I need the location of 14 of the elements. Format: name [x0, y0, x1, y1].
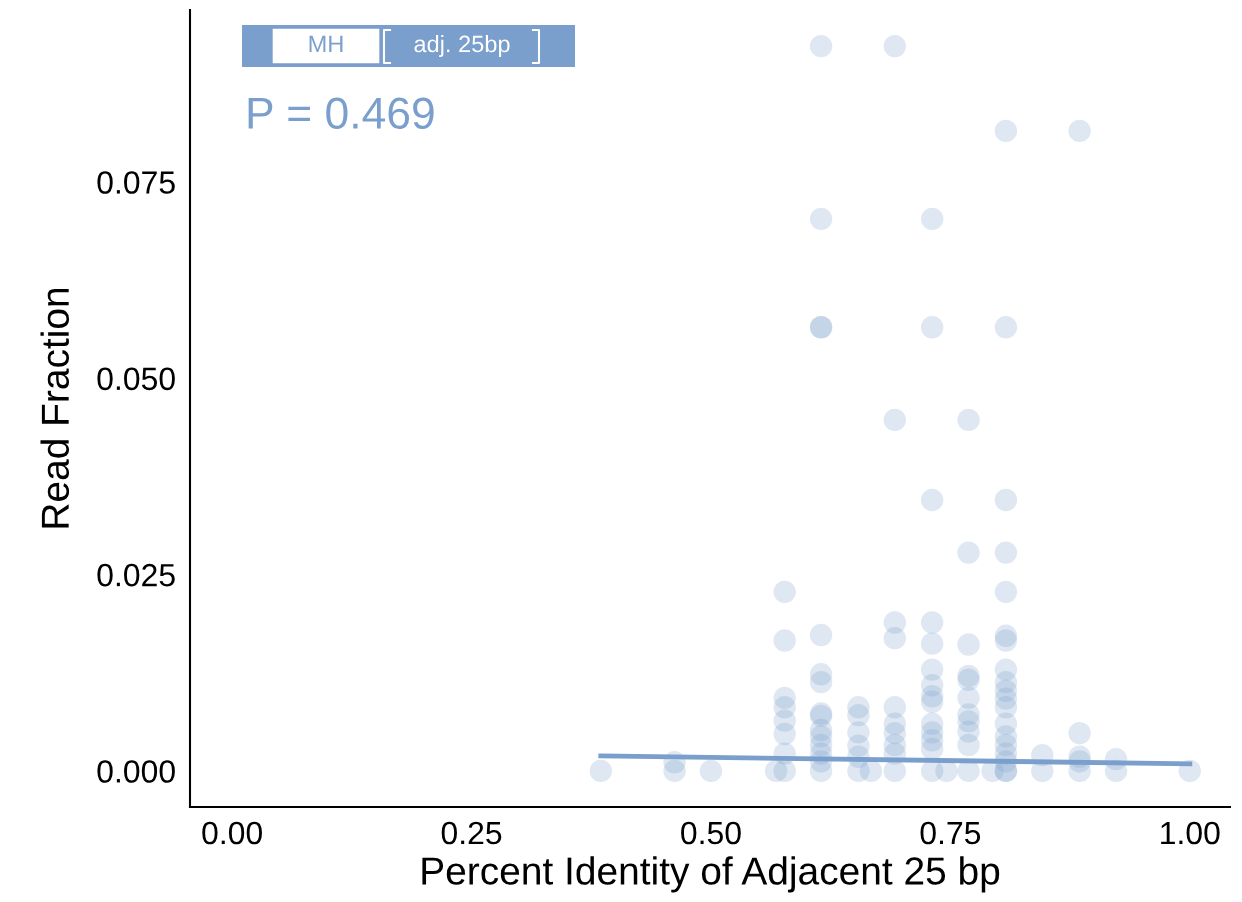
y-tick-label: 0.000 [97, 760, 175, 783]
y-tick-label: 0.075 [97, 171, 175, 194]
y-tick-label: 0.025 [97, 563, 175, 587]
x-tick-label: 0.00 [202, 821, 262, 845]
x-tick-label: 0.50 [681, 821, 741, 845]
x-axis-title: Percent Identity of Adjacent 25 bp [422, 856, 1000, 893]
annotation: P = 0.469 [248, 97, 434, 129]
x-tick-label: 0.75 [920, 821, 981, 845]
y-axis-title: Read Fraction [40, 288, 70, 528]
annotation: MH [309, 35, 343, 53]
x-tick-label: 1.00 [1161, 821, 1220, 845]
x-tick-label: 0.25 [441, 821, 502, 845]
annotation: adj. 25bp [414, 35, 510, 57]
y-tick-label: 0.050 [97, 367, 175, 391]
